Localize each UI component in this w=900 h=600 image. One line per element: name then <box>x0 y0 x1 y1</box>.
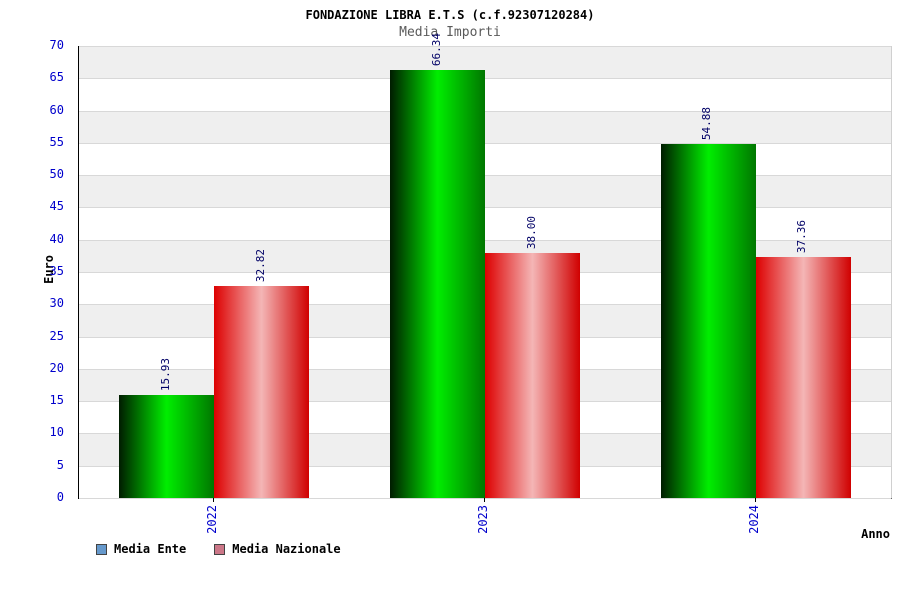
bar-media-ente-2024 <box>660 143 756 498</box>
gridline <box>79 175 891 177</box>
y-tick-label: 40 <box>49 231 64 246</box>
x-axis-title: Anno <box>861 527 890 541</box>
plot-band <box>79 175 891 208</box>
y-tick-label: 55 <box>49 134 64 149</box>
gridline <box>79 498 891 499</box>
bar-value-label: 54.88 <box>700 106 714 140</box>
bar-media-nazionale-2024 <box>755 256 851 498</box>
y-tick-label: 45 <box>49 199 64 214</box>
bar-media-nazionale-2023 <box>485 252 580 498</box>
y-axis-tick-labels: 0 5 10 15 20 25 30 35 40 45 50 55 60 65 70 <box>0 38 70 504</box>
bar-value-label: 66.34 <box>429 32 443 66</box>
plot-band <box>79 78 891 111</box>
y-tick-label: 15 <box>49 393 64 408</box>
y-tick-label: 25 <box>49 328 64 343</box>
y-tick-label: 30 <box>49 296 64 311</box>
y-tick-label: 20 <box>49 360 64 375</box>
plot-band <box>79 46 891 79</box>
y-tick-label: 65 <box>49 70 64 85</box>
bar-media-ente-2023 <box>390 69 485 498</box>
y-tick-label: 5 <box>56 457 64 472</box>
x-tick-label: 2023 <box>476 505 490 534</box>
plot-area: 15.93 32.82 66.34 38.00 54.88 37.36 <box>78 33 892 499</box>
bar-value-label: 32.82 <box>253 248 267 283</box>
gridline <box>79 142 891 144</box>
legend-item-media-nazionale: Media Nazionale <box>214 542 341 556</box>
gridline <box>79 46 891 47</box>
gridline <box>79 110 891 112</box>
bar-value-label: 37.36 <box>795 219 809 253</box>
legend-item-media-ente: Media Ente <box>96 542 186 556</box>
x-tick-mark <box>484 498 485 502</box>
x-tick-mark <box>754 498 756 502</box>
x-axis-tick-labels: 2022 2023 2024 <box>78 503 890 545</box>
y-tick-label: 60 <box>49 102 64 117</box>
y-tick-label: 0 <box>56 490 64 504</box>
legend-swatch-media-ente-icon <box>96 543 107 555</box>
x-tick-label: 2022 <box>205 505 220 534</box>
y-tick-label: 10 <box>49 425 64 440</box>
chart-title: FONDAZIONE LIBRA E.T.S (c.f.92307120284) <box>305 8 595 22</box>
x-tick-mark <box>213 498 215 502</box>
bar-value-label: 38.00 <box>524 215 538 249</box>
legend: Media Ente Media Nazionale <box>96 542 341 556</box>
bar-media-nazionale-2022 <box>214 286 310 498</box>
y-tick-label: 50 <box>49 167 64 182</box>
bar-value-label: 15.93 <box>158 358 172 392</box>
plot-band <box>79 207 891 240</box>
plot-band <box>79 110 891 143</box>
plot-band <box>79 142 891 176</box>
x-tick-label: 2024 <box>746 505 761 534</box>
legend-label-media-nazionale: Media Nazionale <box>232 542 341 556</box>
y-tick-label: 35 <box>49 264 64 278</box>
gridline <box>79 239 891 241</box>
bar-media-ente-2022 <box>119 395 215 498</box>
gridline <box>79 78 891 80</box>
legend-swatch-media-nazionale-icon <box>214 543 226 555</box>
legend-label-media-ente: Media Ente <box>114 542 187 556</box>
chart-subtitle: Media Importi <box>399 25 501 40</box>
y-tick-label: 70 <box>49 38 64 52</box>
gridline <box>79 207 891 209</box>
